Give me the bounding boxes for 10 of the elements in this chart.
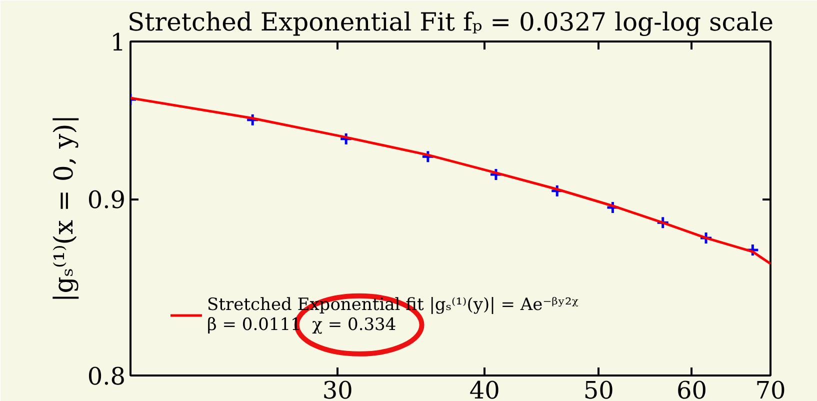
x-tick-label: 30: [322, 376, 353, 401]
x-tick-label: 60: [676, 376, 708, 401]
x-tick-label: 50: [583, 376, 614, 401]
y-tick-label: 0.8: [87, 362, 126, 390]
y-axis-title: |gₛ⁽¹⁾(x = 0, y)|: [49, 114, 80, 302]
x-tick-label: 40: [469, 376, 500, 401]
x-tick-label: 70: [755, 376, 786, 401]
y-tick-label: 0.9: [87, 186, 126, 214]
y-tick-label: 1: [110, 28, 126, 56]
chart-title: Stretched Exponential Fit fₚ = 0.0327 log-log scale: [128, 8, 774, 36]
